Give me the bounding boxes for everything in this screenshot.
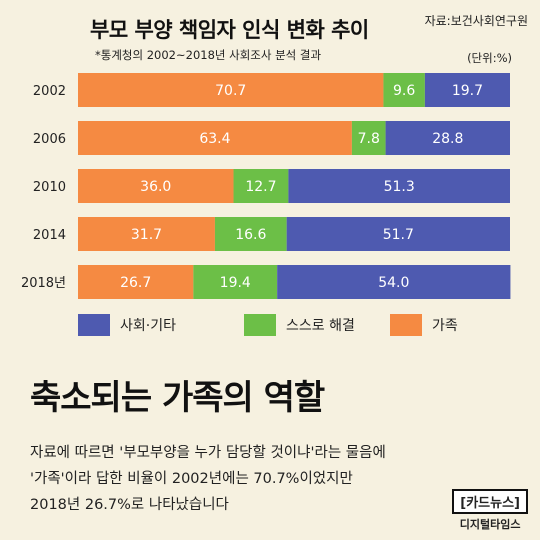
body-line: '가족'이라 답한 비율이 2002년에는 70.7%이었지만 [30,471,353,487]
bar-segment [78,121,352,155]
stacked-bar-chart: 2002 70.7 9.6 19.7 2006 63.4 7.8 28.8 2010 36.0 12… [21,73,511,299]
chart-title: 부모 부양 책임자 인식 변화 추이 [90,18,369,42]
bar-segment [78,73,384,107]
bar-segment [424,73,510,107]
data-label: 16.6 [235,227,266,243]
bar-segment [78,169,234,203]
legend-swatch [78,314,110,336]
bar-segment [351,121,386,155]
body-text: 자료에 따르면 '부모부양을 누가 담당할 것이냐'라는 물음에 '가족'이라 … [30,440,500,518]
data-label: 28.8 [432,131,463,147]
data-label: 19.4 [220,275,251,291]
bar-segment [385,121,510,155]
data-label: 26.7 [120,275,151,291]
data-label: 19.7 [452,83,483,99]
data-label: 7.8 [358,131,380,147]
category-label: 2014 [33,228,66,243]
headline: 축소되는 가족의 역할 [30,378,325,418]
category-label: 2002 [33,84,66,99]
body-line: 2018년 26.7%로 나타났습니다 [30,497,229,513]
data-label: 12.7 [245,179,276,195]
bar-segment [214,217,287,251]
unit-label: (단위:%) [467,51,512,65]
bar-segment [233,169,289,203]
category-label: 2010 [33,180,66,195]
data-label: 54.0 [378,275,409,291]
data-label: 51.7 [383,227,414,243]
publisher-logo: [카드뉴스] 디지털타임스 [452,489,528,532]
category-label: 2006 [33,132,66,147]
legend-label: 가족 [432,318,458,334]
logo-top-text: [카드뉴스] [452,489,528,514]
legend-label: 스스로 해결 [286,318,355,334]
source-note: 자료:보건사회연구원 [424,14,528,28]
bar-segment [193,265,278,299]
legend-label: 사회·기타 [120,318,176,334]
body-line: 자료에 따르면 '부모부양을 누가 담당할 것이냐'라는 물음에 [30,445,386,461]
data-label: 31.7 [131,227,162,243]
logo-bottom-text: 디지털타임스 [459,518,521,531]
bar-segment [383,73,425,107]
category-label: 2018년 [21,276,66,291]
bar-segment [78,265,194,299]
data-label: 63.4 [199,131,230,147]
legend-swatch [390,314,422,336]
bar-segment [286,217,510,251]
bar-segment [277,265,511,299]
data-label: 36.0 [140,179,171,195]
bar-segment [78,217,215,251]
data-label: 9.6 [393,83,415,99]
bar-segment [288,169,510,203]
chart-legend: 사회·기타 스스로 해결 가족 [0,312,540,338]
legend-swatch [244,314,276,336]
data-label: 51.3 [384,179,415,195]
data-label: 70.7 [215,83,246,99]
chart-subtitle: *통계청의 2002~2018년 사회조사 분석 결과 [95,48,322,62]
